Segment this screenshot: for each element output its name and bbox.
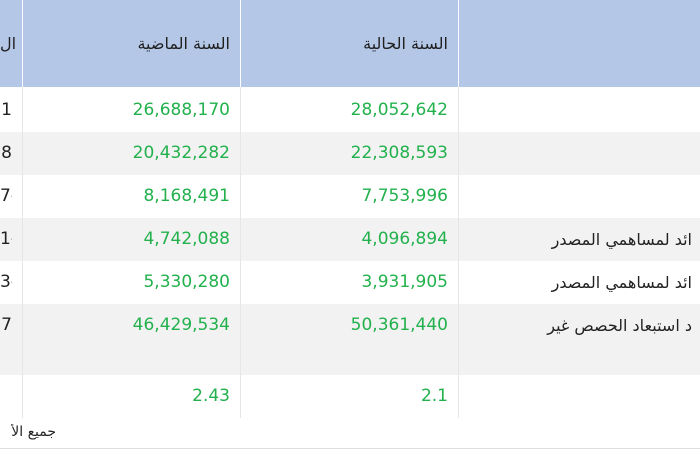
row-label-cell: [462, 89, 692, 132]
row-last-year-cell: 26,688,170: [132, 100, 230, 120]
table-header: ال السنة الماضية السنة الحالية: [0, 0, 700, 87]
header-divider: [240, 0, 241, 87]
table-row: 1 26,688,170 28,052,642: [0, 89, 700, 132]
row-last-year-cell: 20,432,282: [132, 143, 230, 163]
header-first-col: ال: [0, 34, 17, 53]
row-current-year-cell: 7,753,996: [361, 186, 448, 206]
row-label-cell: [462, 175, 692, 218]
row-current-year-cell: 22,308,593: [350, 143, 448, 163]
table-row: 7- 8,168,491 7,753,996: [0, 175, 700, 218]
header-current-year: السنة الحالية: [363, 34, 448, 53]
table-row: 7 46,429,534 50,361,440 د استبعاد الحصص …: [0, 304, 700, 347]
row-current-year-cell: 2.1: [420, 386, 448, 406]
row-label-cell: ائد لمساهمي المصدر: [551, 273, 692, 292]
table-row: 1- 4,742,088 4,096,894 ائد لمساهمي المصد…: [0, 218, 700, 261]
row-current-year-cell: 50,361,440: [350, 315, 448, 335]
row-label-cell: د استبعاد الحصص غير: [547, 316, 692, 335]
row-first-cell: 8: [1, 143, 12, 163]
table-row: 2.43 2.1: [0, 375, 700, 418]
header-last-year: السنة الماضية: [137, 34, 230, 53]
table-row: 3- 5,330,280 3,931,905 ائد لمساهمي المصد…: [0, 261, 700, 304]
table-row: 8 20,432,282 22,308,593: [0, 132, 700, 175]
row-first-cell: 1-: [0, 229, 12, 249]
header-divider: [22, 0, 23, 87]
row-first-cell: 1: [1, 100, 12, 120]
row-last-year-cell: 2.43: [192, 386, 230, 406]
financial-table: ال السنة الماضية السنة الحالية 1 26,688,…: [0, 0, 700, 418]
row-current-year-cell: 28,052,642: [350, 100, 448, 120]
column-divider: [458, 0, 459, 418]
row-first-cell: 7-: [0, 186, 12, 206]
row-last-year-cell: 8,168,491: [143, 186, 230, 206]
row-first-cell: [0, 375, 12, 418]
column-divider: [22, 0, 23, 418]
row-last-year-cell: 4,742,088: [143, 229, 230, 249]
row-label-cell: ائد لمساهمي المصدر: [551, 230, 692, 249]
header-item: [462, 0, 692, 87]
footer-note: جميع الأ: [11, 424, 56, 440]
row-last-year-cell: 5,330,280: [143, 272, 230, 292]
row-current-year-cell: 4,096,894: [361, 229, 448, 249]
row-first-cell: 3-: [0, 272, 12, 292]
row-label-cell: [462, 375, 692, 418]
row-first-cell: 7: [1, 315, 12, 335]
table-row: [0, 347, 700, 375]
row-last-year-cell: 46,429,534: [132, 315, 230, 335]
column-divider: [240, 0, 241, 418]
table-footer: جميع الأ: [0, 418, 700, 449]
row-current-year-cell: 3,931,905: [361, 272, 448, 292]
row-label-cell: [462, 132, 692, 175]
header-divider: [458, 0, 459, 87]
